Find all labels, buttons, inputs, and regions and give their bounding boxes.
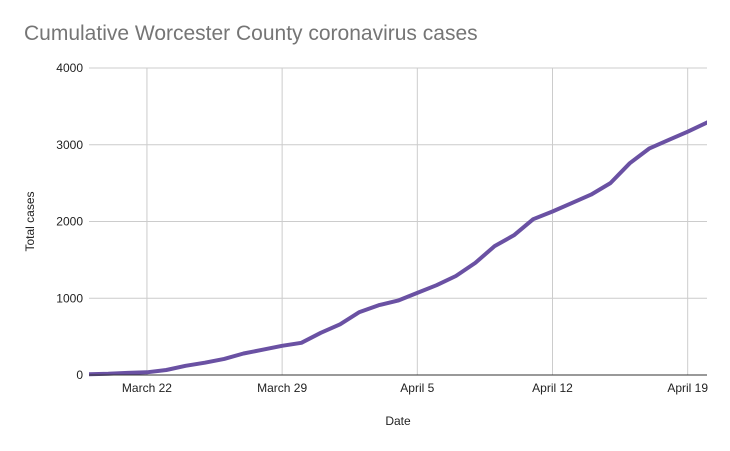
y-tick-label: 4000 [56, 61, 83, 75]
y-tick-label: 2000 [56, 215, 83, 229]
series-line [89, 120, 707, 377]
x-tick-label: April 19 [667, 381, 708, 395]
x-tick-label: April 12 [532, 381, 573, 395]
y-tick-label: 1000 [56, 291, 83, 305]
x-axis-title: Date [385, 414, 411, 428]
x-tick-label: March 29 [257, 381, 307, 395]
x-axis-ticks: March 22 March 29 April 5 April 12 April 19 [122, 381, 708, 395]
y-tick-label: 3000 [56, 138, 83, 152]
x-tick-label: April 5 [400, 381, 434, 395]
y-axis-ticks: 0 1000 2000 3000 4000 [56, 61, 83, 382]
y-tick-label: 0 [76, 368, 83, 382]
x-tick-label: March 22 [122, 381, 172, 395]
grid [89, 67, 707, 375]
chart-title: Cumulative Worcester County coronavirus … [24, 22, 478, 45]
series-layer [89, 120, 707, 377]
y-axis-title: Total cases [23, 191, 37, 251]
